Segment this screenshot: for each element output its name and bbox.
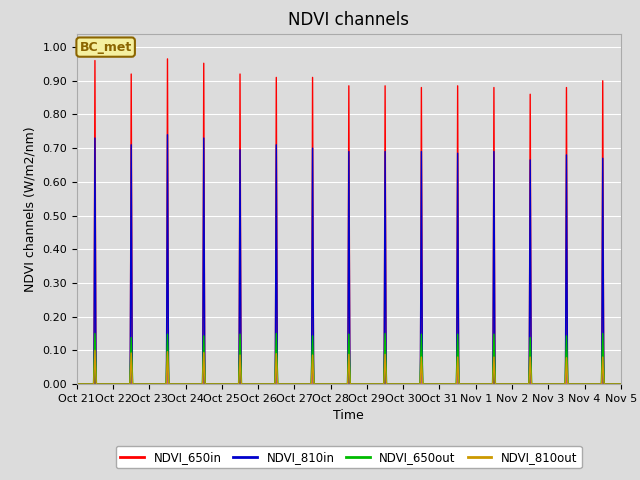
Text: BC_met: BC_met — [79, 41, 132, 54]
NDVI_810out — [91, 348, 99, 353]
Legend: NDVI_650in, NDVI_810in, NDVI_650out, NDVI_810out: NDVI_650in, NDVI_810in, NDVI_650out, NDV… — [116, 446, 582, 468]
NDVI_810out — [617, 381, 625, 387]
NDVI_810in — [184, 381, 191, 387]
Y-axis label: NDVI channels (W/m2/nm): NDVI channels (W/m2/nm) — [24, 126, 36, 292]
NDVI_650in — [424, 381, 431, 387]
NDVI_810out — [184, 381, 191, 387]
Line: NDVI_650in: NDVI_650in — [77, 59, 621, 384]
NDVI_810out — [501, 381, 509, 387]
NDVI_810in — [164, 132, 172, 138]
NDVI_650out — [91, 331, 99, 336]
Line: NDVI_810in: NDVI_810in — [77, 135, 621, 384]
NDVI_810in — [73, 381, 81, 387]
Line: NDVI_810out: NDVI_810out — [77, 350, 621, 384]
NDVI_650out — [184, 381, 191, 387]
NDVI_810in — [617, 381, 625, 387]
NDVI_650out — [501, 381, 509, 387]
NDVI_810out — [424, 381, 431, 387]
NDVI_650in — [189, 381, 197, 387]
NDVI_650out — [276, 381, 284, 387]
NDVI_650in — [615, 381, 623, 387]
NDVI_650in — [276, 381, 284, 387]
NDVI_650in — [73, 381, 81, 387]
NDVI_810out — [73, 381, 81, 387]
NDVI_810in — [424, 381, 431, 387]
NDVI_650in — [184, 381, 191, 387]
NDVI_650out — [424, 381, 431, 387]
NDVI_650in — [617, 381, 625, 387]
NDVI_810out — [276, 381, 284, 387]
NDVI_810in — [615, 381, 623, 387]
NDVI_810out — [189, 381, 197, 387]
X-axis label: Time: Time — [333, 409, 364, 422]
NDVI_650in — [501, 381, 509, 387]
NDVI_650in — [164, 56, 172, 62]
Line: NDVI_650out: NDVI_650out — [77, 334, 621, 384]
NDVI_650out — [73, 381, 81, 387]
NDVI_650out — [189, 381, 197, 387]
NDVI_810out — [615, 381, 623, 387]
NDVI_810in — [276, 381, 284, 387]
NDVI_650out — [617, 381, 625, 387]
Title: NDVI channels: NDVI channels — [288, 11, 410, 29]
NDVI_810in — [189, 381, 197, 387]
NDVI_650out — [615, 381, 623, 387]
NDVI_810in — [501, 381, 509, 387]
